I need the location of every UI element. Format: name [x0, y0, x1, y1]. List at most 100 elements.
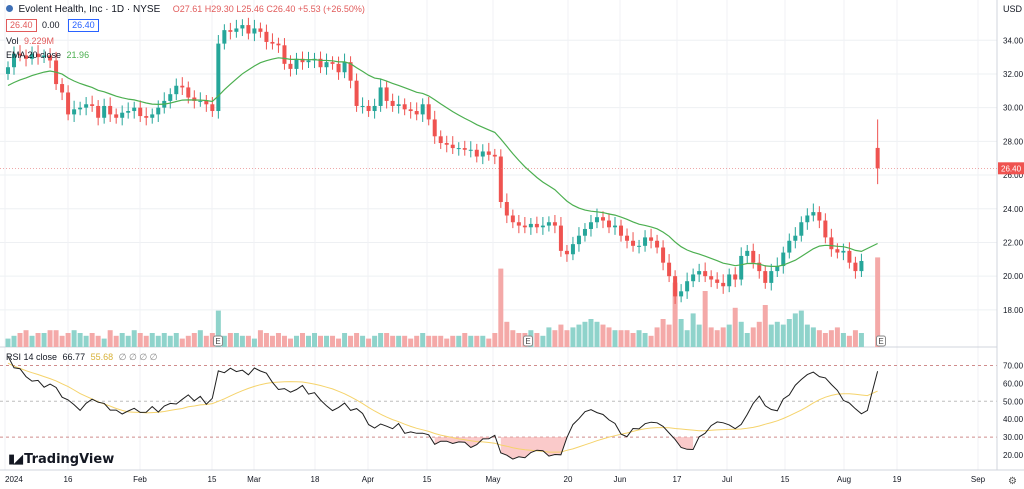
time-tick-label: 15: [423, 475, 432, 484]
candle-body: [42, 55, 47, 58]
volume-bar: [366, 338, 372, 347]
volume-bar: [744, 333, 750, 347]
time-axis[interactable]: 2024 16 Feb 15 Mar 18 Apr 15 May 20 Jun 17 Jul 15 Aug 1…: [5, 475, 986, 484]
volume-bar: [149, 333, 155, 347]
candle-body: [709, 276, 714, 280]
candle-body: [18, 53, 23, 56]
candle-body: [216, 43, 221, 112]
time-tick-label: 18: [311, 475, 320, 484]
candle-body: [486, 151, 491, 155]
candle-body: [576, 235, 581, 245]
volume-bar: [29, 335, 35, 347]
earnings-marker[interactable]: E: [876, 335, 886, 347]
volume-bar: [780, 324, 786, 347]
candle-body: [685, 281, 690, 292]
earnings-marker[interactable]: E: [523, 335, 533, 347]
sell-button[interactable]: 26.40: [6, 19, 37, 32]
volume-bar: [690, 313, 696, 347]
tradingview-logo: ▮◢ TradingView: [8, 452, 114, 467]
volume-label: Vol: [6, 36, 19, 46]
candle-body: [282, 45, 287, 64]
volume-bar: [137, 333, 143, 347]
candle-body: [144, 116, 149, 118]
volume-bar: [420, 333, 426, 347]
candle-body: [252, 28, 257, 34]
ema-value: 21.96: [66, 50, 90, 60]
candle-body: [552, 222, 557, 226]
rsi-tick-label: 70.00: [1003, 362, 1024, 371]
candle-body: [817, 212, 822, 221]
settings-gear-icon[interactable]: ⚙: [1008, 476, 1017, 487]
volume-bar: [125, 335, 131, 347]
candle-body: [414, 111, 419, 115]
candle-body: [36, 53, 41, 58]
candle-body: [697, 271, 702, 275]
candle-body: [498, 156, 503, 203]
volume-bar: [840, 333, 846, 347]
time-tick-label: May: [485, 475, 500, 484]
candle-body: [24, 55, 29, 59]
rsi-legend[interactable]: RSI 14 close 66.77 55.68 ∅ ∅ ∅ ∅: [6, 352, 158, 363]
volume-bar: [510, 330, 516, 347]
time-tick-label: Feb: [133, 475, 147, 484]
candle-body: [222, 30, 227, 44]
candle-body: [258, 28, 263, 32]
volume-bar: [834, 327, 840, 347]
volume-bar: [450, 335, 456, 347]
volume-bar: [636, 330, 642, 347]
candle-body: [84, 104, 89, 108]
currency-label[interactable]: USD: [1003, 4, 1023, 14]
time-tick-label: 19: [893, 475, 902, 484]
volume-legend[interactable]: Vol 9.229M: [6, 36, 54, 46]
candle-body: [114, 114, 119, 118]
candle-body: [516, 222, 521, 226]
candle-body: [594, 217, 599, 223]
candle-body: [390, 100, 395, 106]
volume-bar: [654, 327, 660, 347]
earnings-marker[interactable]: E: [213, 335, 223, 347]
candle-body: [288, 63, 293, 69]
time-tick-label: Jun: [614, 475, 627, 484]
candle-body: [426, 104, 431, 120]
volume-bar: [588, 319, 594, 347]
volume-bar: [858, 333, 864, 347]
price-gridlines: [0, 0, 997, 470]
volume-bar: [318, 335, 324, 347]
volume-bar: [287, 338, 293, 347]
spread-value: 0.00: [42, 20, 60, 30]
time-tick-label: 15: [781, 475, 790, 484]
candle-body: [12, 53, 17, 68]
candle-body: [727, 274, 732, 287]
volume-bar: [696, 324, 702, 347]
rsi-extra: ∅ ∅ ∅ ∅: [118, 352, 158, 362]
volume-bar: [486, 338, 492, 347]
volume-bar: [660, 319, 666, 347]
price-axis[interactable]: 34.00 32.00 30.00 28.00 26.00 24.00 22.00 20.00…: [1003, 36, 1024, 315]
rsi-line: [7, 355, 879, 460]
volume-bar: [624, 330, 630, 347]
volume-bar: [293, 335, 299, 347]
volume-bar: [209, 333, 215, 347]
rsi-axis[interactable]: 70.00 60.00 50.00 40.00 30.00 20.00: [1003, 362, 1024, 461]
price-tick-label: 32.00: [1003, 70, 1024, 79]
volume-bar: [600, 324, 606, 347]
volume-bar: [558, 324, 564, 347]
buy-button[interactable]: 26.40: [68, 19, 99, 32]
volume-bar: [726, 324, 732, 347]
ema-legend[interactable]: EMA 20 close 21.96: [6, 50, 89, 60]
candle-body: [108, 105, 113, 115]
ohlc-values: O27.61 H29.30 L25.46 C26.40 +5.53 (+26.5…: [172, 4, 365, 14]
symbol-title[interactable]: Evolent Health, Inc · 1D · NYSE: [18, 4, 161, 15]
time-tick-label: Sep: [971, 475, 986, 484]
volume-bar: [480, 335, 486, 347]
volume-bar: [119, 333, 125, 347]
volume-bar: [516, 333, 522, 347]
symbol-legend[interactable]: Evolent Health, Inc · 1D · NYSE O27.61 H…: [6, 4, 365, 15]
volume-bar: [666, 324, 672, 347]
volume-bar: [816, 330, 822, 347]
candle-body: [246, 25, 251, 34]
price-tick-label: 22.00: [1003, 238, 1024, 247]
time-tick-label: 17: [673, 475, 682, 484]
